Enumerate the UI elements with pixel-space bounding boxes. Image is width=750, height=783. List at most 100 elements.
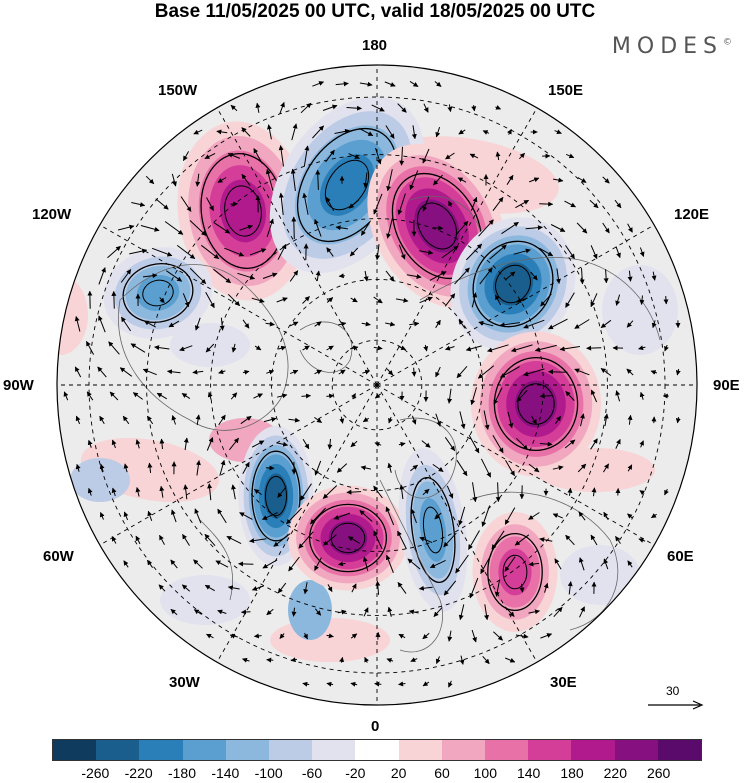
wind-vector [458,129,466,135]
wind-vector [446,485,454,499]
wind-vector [495,105,502,110]
wind-vector [614,199,622,209]
wind-vector [335,225,348,231]
lon-label-90e: 90E [713,377,740,394]
wind-vector [602,176,610,184]
wind-vector [399,484,405,500]
colorbar-tick-label: -60 [301,765,323,781]
wind-vector [119,367,133,377]
wind-vector [386,217,393,239]
wind-vector [219,459,226,476]
wind-vector [472,482,478,503]
colorbar-swatch [182,740,226,760]
wind-vector [241,609,251,615]
wind-vector [615,535,621,544]
wind-vector [314,416,323,424]
wind-vector [435,413,442,427]
wind-vector [166,270,183,282]
wind-vector [626,320,634,328]
wind-vector [325,149,335,163]
colorbar-tick-label: 20 [390,765,407,781]
wind-vector [540,633,553,639]
wind-vector [242,461,250,474]
wind-vector [360,465,372,471]
wind-vector [408,609,419,615]
colorbar-tick-label: 260 [646,765,671,781]
wind-vector [574,319,590,329]
wind-vector [385,125,395,139]
meridian-line [216,107,378,386]
wind-vector [111,439,117,449]
wind-vector [98,315,106,333]
wind-vector [310,507,326,525]
wind-vector [277,582,287,594]
wind-vector [579,268,585,285]
wind-vector [194,508,202,524]
wind-vector [407,558,421,570]
wind-vector [384,81,396,87]
wind-vector [397,581,407,594]
wind-vector [397,103,407,113]
wind-vector [663,296,669,305]
wind-vector [302,296,310,304]
wind-vector [147,462,153,473]
wind-vector [266,369,275,375]
wind-vector [578,557,585,571]
contour-line [265,475,287,517]
wind-vector [523,319,545,329]
contour-line [142,279,174,307]
wind-vector [171,173,177,187]
wind-vector [240,415,252,425]
wind-vector [454,267,470,285]
wind-vector [386,658,394,663]
wind-vector [195,460,201,476]
wind-vector [129,248,148,255]
wind-vector [326,393,335,399]
wind-vector [339,416,345,424]
wind-vector [492,435,504,454]
colorbar-swatch [528,740,572,760]
wind-vector [495,151,501,161]
wind-vector [507,411,514,429]
wind-vector [375,244,381,261]
colorbar-swatch [485,740,529,760]
wind-vector [218,369,226,375]
wind-vector [445,345,455,351]
wind-vector [445,152,455,160]
wind-vector [350,633,358,639]
wind-vector [347,536,360,544]
wind-vector [543,582,549,593]
colorbar-swatch [139,740,183,760]
wind-vector [204,152,216,160]
wind-vector [279,101,285,114]
wind-vector [314,218,322,237]
wind-vector [433,607,443,617]
wind-vector [298,531,314,549]
wind-vector [586,345,602,351]
wind-vector [215,560,229,568]
wind-vector [552,513,564,519]
wind-vector [398,633,406,639]
wind-vector [515,199,530,209]
wind-vector [312,81,325,87]
wind-vector [395,297,409,303]
lon-label-0: 0 [371,718,380,735]
wind-vector [423,344,429,352]
wind-vector [219,317,225,331]
wind-vector [615,390,621,402]
wind-vector [590,438,598,450]
wind-vector [253,633,262,639]
meridian-line [376,224,655,386]
wind-vector [254,345,262,351]
wind-vector [591,487,597,497]
wind-vector [375,147,382,165]
wind-vector [146,559,154,568]
wind-vector [170,608,178,616]
wind-vector [231,484,236,500]
wind-vector [63,391,69,401]
wind-vector [350,297,358,303]
colorbar-swatch [53,740,97,760]
wind-vector [418,585,433,591]
wind-vector [158,584,166,592]
wind-vector [468,434,480,454]
